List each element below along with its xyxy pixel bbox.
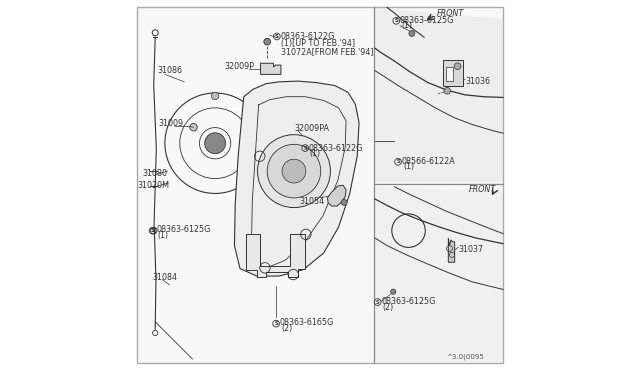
Circle shape: [257, 135, 330, 208]
Text: 31036: 31036: [465, 77, 490, 86]
Text: FRONT: FRONT: [437, 9, 464, 18]
Text: S: S: [376, 299, 380, 305]
Polygon shape: [449, 238, 454, 262]
Bar: [443, 60, 463, 86]
Text: 08363-6125G: 08363-6125G: [156, 225, 211, 234]
Polygon shape: [375, 186, 503, 362]
Polygon shape: [375, 7, 503, 182]
Text: (1): (1): [401, 21, 412, 30]
Polygon shape: [328, 185, 346, 206]
Text: S: S: [275, 34, 279, 39]
Circle shape: [390, 289, 396, 294]
Text: 31054: 31054: [300, 197, 324, 206]
Text: 31009: 31009: [158, 119, 183, 128]
Circle shape: [211, 92, 219, 100]
Bar: [447, 67, 453, 81]
Circle shape: [341, 199, 347, 205]
Circle shape: [444, 87, 451, 94]
Circle shape: [267, 144, 321, 198]
Circle shape: [264, 38, 271, 45]
Text: S: S: [303, 145, 307, 151]
Text: 08363-6122G: 08363-6122G: [308, 144, 363, 153]
Text: 08363-6122G: 08363-6122G: [280, 32, 335, 41]
Text: (1): (1): [403, 162, 414, 171]
Circle shape: [205, 133, 225, 154]
Text: 08363-6165G: 08363-6165G: [280, 318, 334, 327]
Text: 08566-6122A: 08566-6122A: [402, 157, 456, 166]
Text: 31020M: 31020M: [138, 182, 170, 190]
Circle shape: [409, 31, 415, 36]
Text: 32009PA: 32009PA: [294, 124, 330, 133]
Text: FRONT: FRONT: [468, 185, 496, 194]
Polygon shape: [307, 135, 320, 149]
Text: S: S: [151, 228, 154, 233]
Text: 08363-6125G: 08363-6125G: [381, 297, 436, 306]
Text: 31080: 31080: [142, 169, 167, 178]
Text: 31037: 31037: [458, 245, 483, 254]
Circle shape: [312, 162, 319, 169]
Circle shape: [282, 159, 306, 183]
Text: (2): (2): [383, 303, 394, 312]
Circle shape: [190, 124, 197, 131]
Text: (1): (1): [157, 231, 168, 240]
Text: S: S: [152, 228, 156, 233]
Text: 08363-6125G: 08363-6125G: [400, 16, 454, 25]
Polygon shape: [246, 234, 305, 277]
Text: S: S: [274, 321, 278, 326]
Polygon shape: [260, 63, 281, 74]
Text: S: S: [394, 18, 398, 23]
Text: 31072A[FROM FEB.'94]: 31072A[FROM FEB.'94]: [281, 47, 374, 56]
Text: (2): (2): [281, 324, 292, 333]
Polygon shape: [234, 81, 359, 276]
Text: S: S: [396, 159, 400, 164]
Text: 31084: 31084: [152, 273, 178, 282]
Text: (1)[UP TO FEB.'94]: (1)[UP TO FEB.'94]: [281, 39, 355, 48]
Circle shape: [454, 63, 461, 70]
Text: 32009P: 32009P: [224, 62, 254, 71]
Text: (1): (1): [309, 149, 321, 158]
Text: ^3.0(0095: ^3.0(0095: [447, 354, 484, 360]
Text: 31086: 31086: [157, 66, 182, 75]
